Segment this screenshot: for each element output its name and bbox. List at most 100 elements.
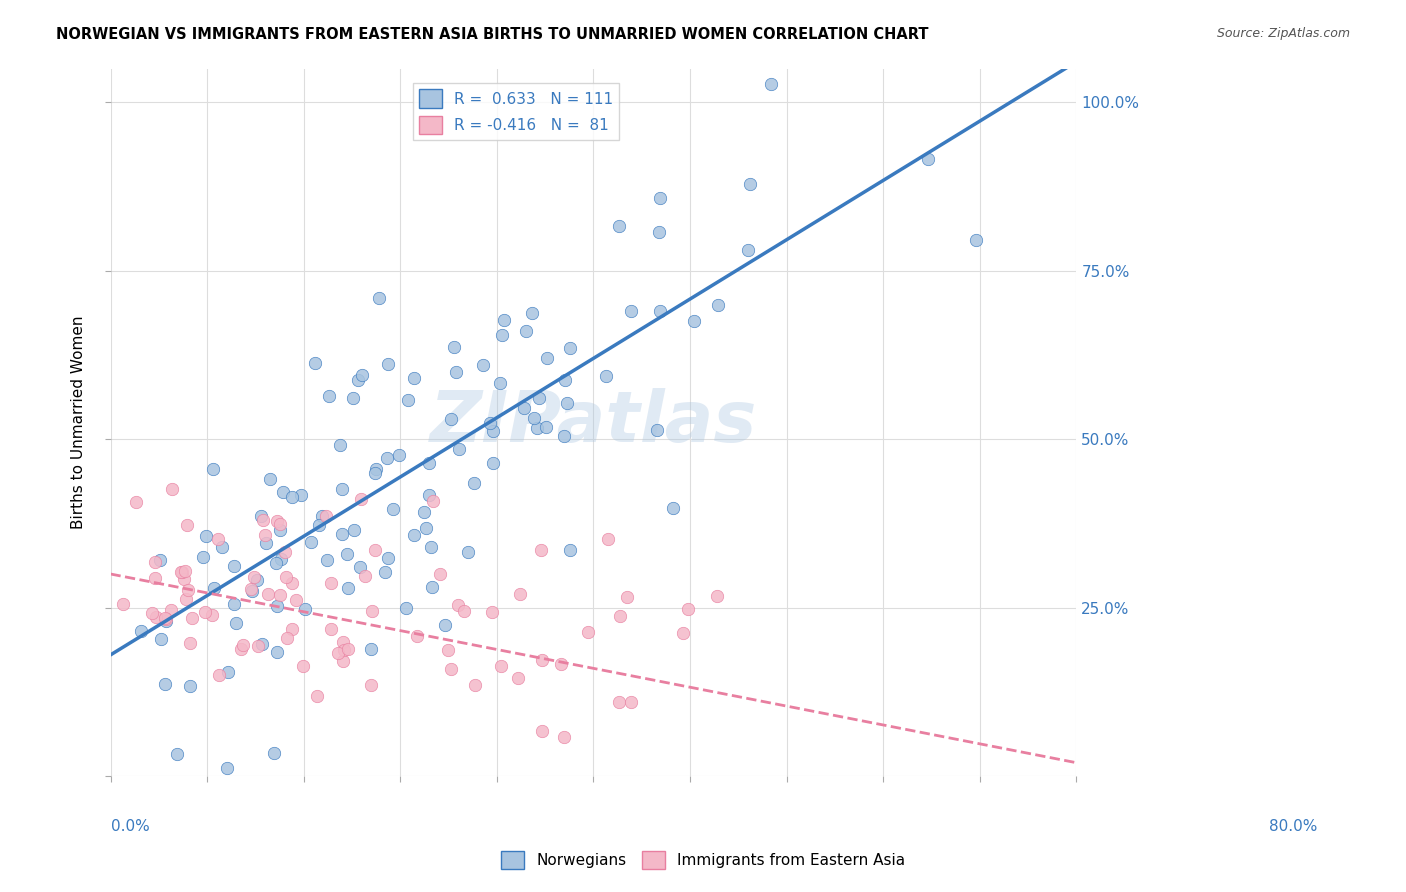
Point bbox=[304, 356, 326, 370]
Point bbox=[429, 567, 451, 582]
Point bbox=[609, 609, 631, 624]
Point bbox=[211, 540, 233, 554]
Point bbox=[330, 527, 353, 541]
Point bbox=[321, 576, 343, 591]
Point bbox=[530, 723, 553, 738]
Point bbox=[160, 602, 183, 616]
Point bbox=[326, 646, 349, 660]
Legend: R =  0.633   N = 111, R = -0.416   N =  81: R = 0.633 N = 111, R = -0.416 N = 81 bbox=[413, 83, 620, 140]
Point bbox=[155, 612, 177, 626]
Point bbox=[706, 589, 728, 603]
Point bbox=[494, 312, 516, 326]
Point bbox=[253, 528, 276, 542]
Point bbox=[437, 642, 460, 657]
Point bbox=[377, 357, 399, 371]
Point bbox=[550, 657, 572, 671]
Point bbox=[440, 662, 463, 676]
Point bbox=[648, 191, 671, 205]
Point bbox=[616, 590, 638, 604]
Point bbox=[160, 482, 183, 496]
Point bbox=[225, 615, 247, 630]
Point bbox=[281, 575, 304, 590]
Point bbox=[292, 658, 315, 673]
Point bbox=[534, 419, 557, 434]
Point bbox=[145, 609, 167, 624]
Point bbox=[443, 340, 465, 354]
Point bbox=[531, 653, 554, 667]
Point bbox=[738, 177, 761, 191]
Point bbox=[111, 597, 134, 611]
Point bbox=[648, 226, 671, 240]
Point bbox=[381, 502, 404, 516]
Point bbox=[457, 545, 479, 559]
Point bbox=[311, 508, 333, 523]
Point bbox=[269, 523, 291, 537]
Point bbox=[155, 611, 177, 625]
Point bbox=[194, 605, 217, 619]
Point bbox=[402, 370, 425, 384]
Point bbox=[239, 582, 262, 596]
Point bbox=[360, 604, 382, 618]
Point bbox=[257, 587, 280, 601]
Point bbox=[555, 396, 578, 410]
Point bbox=[252, 513, 274, 527]
Point bbox=[269, 588, 291, 602]
Point bbox=[482, 456, 505, 470]
Point bbox=[170, 566, 193, 580]
Point bbox=[343, 524, 366, 538]
Point bbox=[349, 560, 371, 574]
Point bbox=[405, 630, 427, 644]
Point bbox=[446, 365, 468, 379]
Point bbox=[207, 532, 229, 546]
Point bbox=[259, 472, 281, 486]
Point bbox=[965, 233, 987, 247]
Point bbox=[447, 442, 470, 457]
Point bbox=[375, 450, 398, 465]
Point bbox=[316, 553, 339, 567]
Point bbox=[350, 368, 373, 382]
Point bbox=[360, 678, 382, 692]
Point bbox=[177, 582, 200, 597]
Point bbox=[280, 622, 302, 636]
Point bbox=[149, 553, 172, 567]
Point bbox=[508, 671, 530, 685]
Point bbox=[333, 642, 356, 657]
Point bbox=[676, 602, 699, 616]
Point bbox=[479, 416, 502, 430]
Point bbox=[202, 581, 225, 595]
Point bbox=[558, 341, 581, 355]
Point bbox=[707, 298, 730, 312]
Point bbox=[285, 592, 308, 607]
Point bbox=[217, 665, 239, 679]
Point bbox=[576, 624, 599, 639]
Point bbox=[299, 535, 322, 549]
Point bbox=[318, 389, 340, 403]
Point bbox=[243, 569, 266, 583]
Point bbox=[440, 412, 463, 426]
Point bbox=[266, 514, 288, 528]
Point bbox=[155, 615, 177, 629]
Point bbox=[250, 509, 273, 524]
Point bbox=[472, 359, 495, 373]
Point bbox=[201, 607, 224, 622]
Point bbox=[170, 566, 193, 580]
Point bbox=[662, 500, 685, 515]
Point bbox=[418, 488, 440, 502]
Point bbox=[607, 694, 630, 708]
Point bbox=[513, 401, 536, 415]
Point bbox=[509, 587, 531, 601]
Point bbox=[332, 635, 354, 649]
Point bbox=[364, 462, 387, 476]
Point bbox=[240, 583, 263, 598]
Point bbox=[329, 438, 352, 452]
Point bbox=[143, 555, 166, 569]
Point bbox=[413, 505, 436, 519]
Point bbox=[463, 475, 485, 490]
Y-axis label: Births to Unmarried Women: Births to Unmarried Women bbox=[72, 316, 86, 529]
Point bbox=[520, 306, 543, 320]
Point bbox=[759, 77, 782, 91]
Point bbox=[247, 639, 270, 653]
Point bbox=[595, 369, 617, 384]
Point bbox=[527, 391, 550, 405]
Point bbox=[231, 642, 253, 657]
